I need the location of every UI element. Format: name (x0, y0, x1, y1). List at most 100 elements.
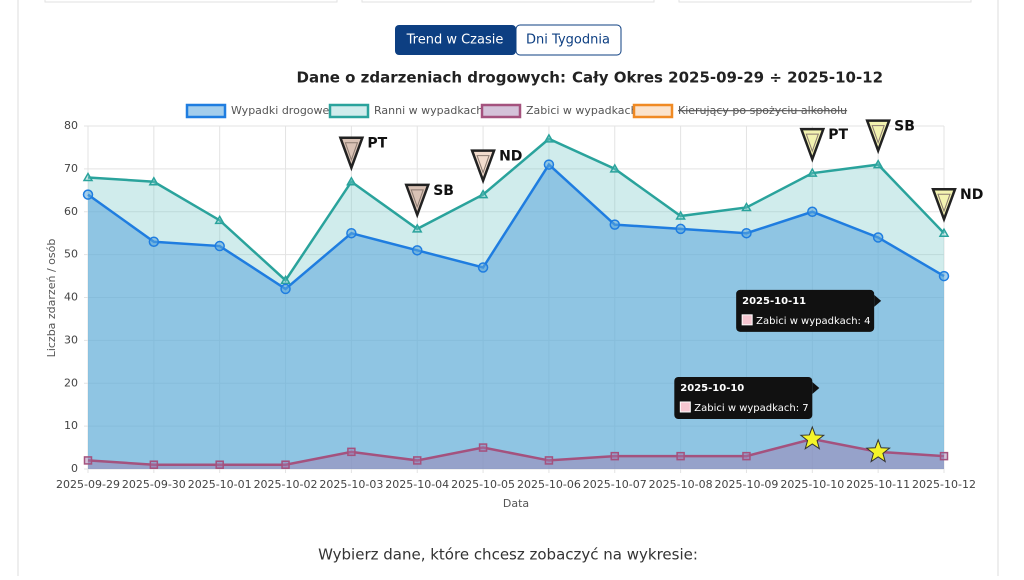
legend-swatch (328, 103, 370, 119)
y-tick-label: 50 (64, 248, 78, 261)
point (742, 451, 751, 461)
x-tick-label: 2025-10-11 (846, 478, 910, 491)
day-label: PT (828, 127, 848, 143)
x-tick-label: 2025-10-07 (583, 478, 647, 491)
y-tick-label: 40 (64, 291, 78, 304)
chart-title: Dane o zdarzeniach drogowych: (297, 69, 567, 87)
tooltip (674, 376, 813, 419)
prompt: Wybierz dane, które chcesz zobaczyć na w… (318, 546, 698, 564)
y-tick-label: 70 (64, 162, 78, 175)
point (807, 206, 818, 217)
x-tick-label: 2025-10-02 (254, 478, 318, 491)
legend-swatch (632, 103, 674, 119)
point (477, 189, 489, 199)
point (543, 159, 555, 170)
point (872, 159, 884, 169)
y-tick-label: 30 (64, 333, 78, 346)
x-tick-label: 2025-10-03 (319, 478, 383, 491)
x-tick-label: 2025-10-12 (912, 478, 976, 491)
point (148, 236, 160, 248)
point (675, 210, 686, 220)
point (609, 163, 621, 173)
day-label: ND (499, 149, 522, 165)
tab[interactable] (515, 24, 622, 56)
point (149, 460, 159, 469)
x-tick-label: 2025-10-01 (188, 478, 252, 491)
y-tick-label: 0 (71, 462, 78, 475)
stat-card (361, 0, 655, 3)
day-label: ND (960, 187, 983, 203)
tooltip (736, 289, 875, 332)
point (807, 167, 818, 177)
point (148, 176, 160, 186)
point (543, 133, 555, 143)
point (478, 443, 488, 452)
x-tick-label: 2025-10-06 (517, 478, 581, 491)
point (280, 283, 291, 295)
tooltip-swatch (741, 314, 753, 326)
point (83, 456, 93, 465)
legend-swatch (480, 103, 522, 119)
x-tick-label: 2025-10-05 (451, 478, 515, 491)
point (214, 214, 225, 225)
tab-active[interactable] (395, 25, 516, 55)
point (346, 227, 357, 239)
point (82, 171, 94, 182)
point (346, 176, 357, 186)
tab-label[interactable]: Trend w Czasie (406, 33, 504, 48)
point (939, 451, 949, 461)
day-marker-inner (871, 125, 885, 145)
day-label: SB (894, 119, 915, 135)
point (938, 227, 950, 237)
day-marker-inner (805, 133, 820, 153)
tab-label[interactable]: Dni Tygodnia (526, 33, 610, 48)
point (281, 460, 290, 469)
highlight-star (865, 438, 891, 463)
point (544, 456, 554, 465)
x-tick-label: 2025-10-08 (649, 478, 713, 491)
stat-card (44, 0, 338, 3)
x-tick-label: 2025-10-09 (714, 478, 778, 491)
day-marker-inner (476, 155, 490, 175)
y-tick-label: 20 (64, 376, 78, 389)
tooltip-swatch (679, 401, 691, 413)
tooltip-title: 2025-10-11 (742, 296, 806, 307)
legend-label: Kierujący po spożyciu alkoholu (678, 104, 847, 117)
point (609, 219, 621, 230)
point (741, 227, 752, 239)
point (610, 451, 620, 461)
y-tick-label: 80 (64, 119, 78, 132)
tooltip-title: 2025-10-10 (680, 383, 744, 394)
point (214, 240, 225, 252)
tooltip-caret (874, 294, 882, 307)
line (87, 437, 945, 466)
stat-card (678, 0, 972, 3)
x-tick-label: 2025-10-04 (385, 478, 449, 491)
point (347, 447, 356, 457)
x-tick-label: 2025-09-29 (56, 478, 120, 491)
day-marker-inner (344, 142, 359, 162)
line (87, 137, 945, 283)
point (938, 270, 950, 282)
x-tick-label: 2025-10-10 (780, 478, 844, 491)
day-marker-inner (937, 193, 951, 213)
point (411, 245, 423, 256)
legend-label: Ranni w wypadkach (374, 104, 483, 117)
day-label: SB (433, 183, 454, 199)
chart-subtitle: Cały Okres 2025-09-29 ÷ 2025-10-12 (572, 69, 883, 87)
point (676, 451, 685, 461)
legend-swatch (185, 103, 227, 119)
point (82, 189, 94, 200)
point (280, 274, 291, 285)
highlight-star (799, 425, 826, 450)
point (215, 460, 224, 469)
legend-label: Zabici w wypadkach (526, 104, 638, 117)
point (477, 262, 489, 273)
point (412, 456, 422, 465)
tooltip-text: Zabici w wypadkach: 4 (756, 316, 870, 327)
tooltip-caret (812, 381, 820, 394)
point (675, 223, 686, 235)
point (872, 232, 884, 243)
